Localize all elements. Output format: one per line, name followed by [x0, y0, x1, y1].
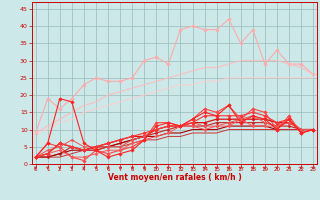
X-axis label: Vent moyen/en rafales ( km/h ): Vent moyen/en rafales ( km/h ) — [108, 173, 241, 182]
